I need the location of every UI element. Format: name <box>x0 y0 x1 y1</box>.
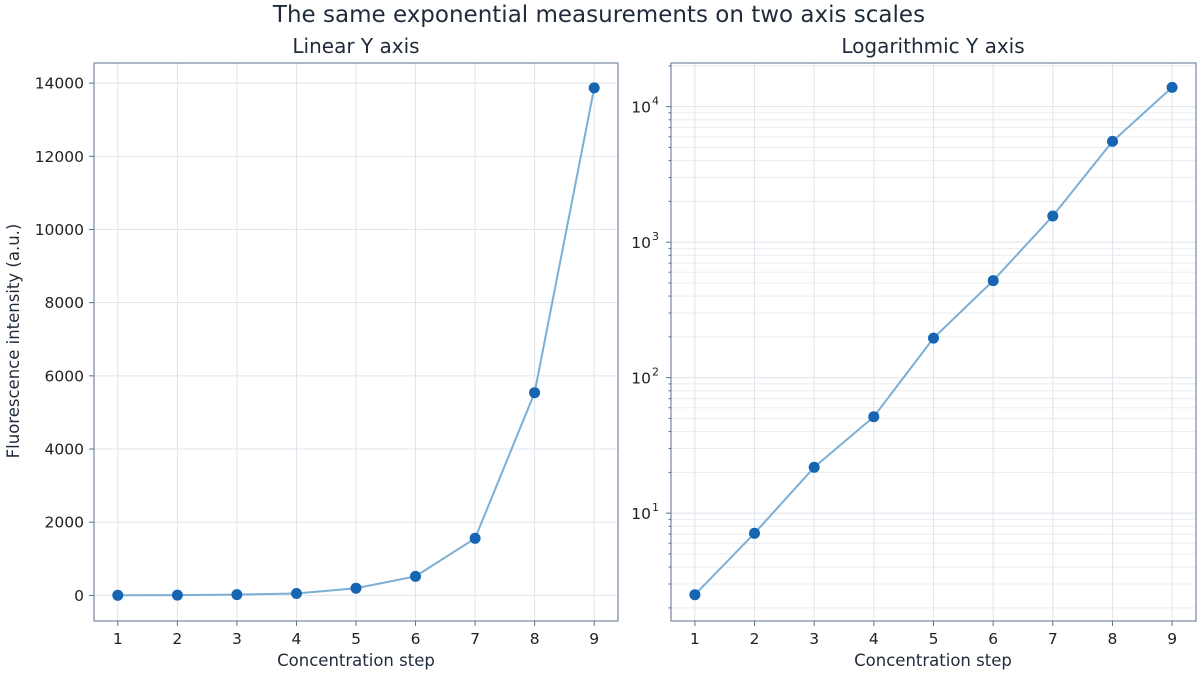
chart-linear: Linear Y axis 1 2 3 4 5 6 7 8 9 0 2000 4000 6000 8000… <box>4 34 619 670</box>
data-point <box>112 589 124 601</box>
y-tick-label: 10 <box>631 370 651 388</box>
data-point <box>1047 210 1059 222</box>
data-point <box>1107 135 1118 147</box>
data-point <box>469 532 481 544</box>
data-point <box>808 461 820 473</box>
x-tick-label: 9 <box>1167 630 1177 648</box>
chart-linear-grid <box>94 63 618 621</box>
chart-log-xlabel: Concentration step <box>854 651 1012 670</box>
chart-linear-ylabel: Fluorescence intensity (a.u.) <box>4 224 23 459</box>
data-point <box>928 332 939 344</box>
data-point <box>231 589 243 601</box>
data-point <box>1166 81 1178 93</box>
chart-log-title: Logarithmic Y axis <box>841 34 1024 58</box>
data-point <box>529 387 541 399</box>
y-tick-exponent: 4 <box>652 95 659 108</box>
figure-title: The same exponential measurements on two… <box>272 2 925 28</box>
x-tick-label: 9 <box>589 630 599 648</box>
data-point <box>350 582 362 594</box>
y-tick-label: 4000 <box>45 441 84 459</box>
data-point <box>689 589 701 601</box>
x-tick-label: 3 <box>232 630 242 648</box>
y-tick-label: 8000 <box>45 294 84 312</box>
x-tick-label: 1 <box>690 630 700 648</box>
x-tick-label: 7 <box>470 630 480 648</box>
x-tick-label: 6 <box>411 630 421 648</box>
chart-log-marks <box>689 81 1178 601</box>
data-point <box>749 527 760 539</box>
y-tick-label: 0 <box>74 587 84 605</box>
x-tick-label: 2 <box>750 630 760 648</box>
x-tick-label: 7 <box>1048 630 1058 648</box>
x-tick-label: 5 <box>351 630 361 648</box>
data-point <box>171 589 183 601</box>
x-tick-label: 5 <box>929 630 939 648</box>
y-tick-exponent: 1 <box>652 501 659 514</box>
y-tick-label: 14000 <box>35 75 84 93</box>
x-tick-label: 3 <box>809 630 819 648</box>
x-tick-label: 1 <box>113 630 123 648</box>
chart-linear-ticks: 1 2 3 4 5 6 7 8 9 0 2000 4000 6000 8000 10000 12000 1400… <box>35 75 599 648</box>
x-tick-label: 2 <box>172 630 182 648</box>
chart-linear-title: Linear Y axis <box>292 34 419 58</box>
chart-linear-marks <box>112 82 600 601</box>
y-tick-label: 10 <box>631 234 651 252</box>
y-tick-label: 10 <box>631 99 651 117</box>
x-tick-label: 8 <box>1108 630 1118 648</box>
y-tick-label: 2000 <box>45 514 84 532</box>
data-point <box>868 411 880 423</box>
y-tick-label: 10000 <box>35 221 84 239</box>
y-tick-label: 6000 <box>45 367 84 385</box>
data-point <box>410 570 421 582</box>
data-point <box>291 588 302 599</box>
y-tick-label: 12000 <box>35 148 84 166</box>
x-tick-label: 4 <box>869 630 879 648</box>
x-tick-label: 6 <box>988 630 998 648</box>
x-tick-label: 4 <box>292 630 302 648</box>
data-point <box>588 82 600 94</box>
y-tick-exponent: 2 <box>652 366 659 379</box>
y-tick-exponent: 3 <box>652 230 659 243</box>
data-point <box>987 275 999 287</box>
chart-log-grid <box>671 63 1196 621</box>
y-tick-label: 10 <box>631 505 651 523</box>
chart-linear-xlabel: Concentration step <box>277 651 435 670</box>
x-tick-label: 8 <box>530 630 540 648</box>
